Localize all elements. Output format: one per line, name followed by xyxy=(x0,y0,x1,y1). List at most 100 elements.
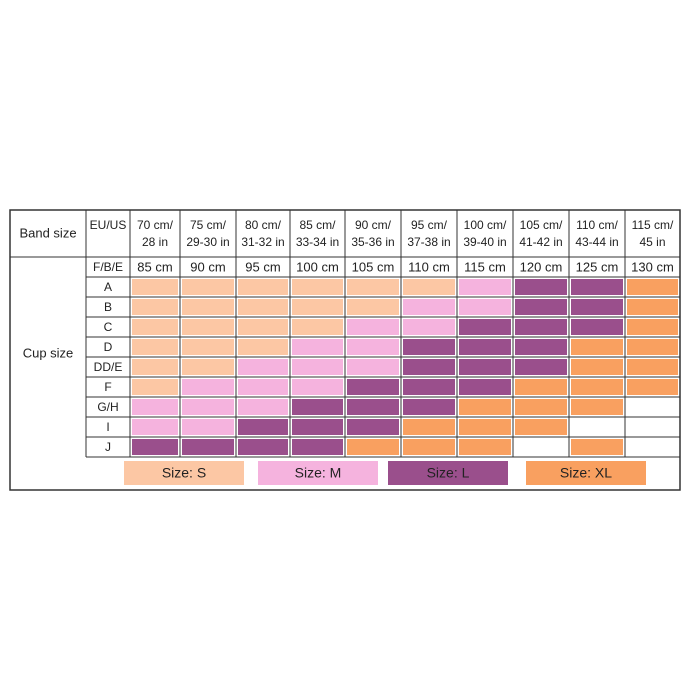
size-cell xyxy=(459,339,511,355)
cup-label: D xyxy=(104,340,113,354)
header: Band size EU/US 70 cm/28 in 75 cm/29-30 in 8… xyxy=(19,218,674,249)
band-col-label: 37-38 in xyxy=(407,235,450,249)
cup-label: C xyxy=(104,320,113,334)
size-cell xyxy=(459,399,511,415)
band-size-label: Band size xyxy=(19,225,76,240)
size-cell xyxy=(238,359,288,375)
size-cell xyxy=(571,419,623,435)
size-cell xyxy=(459,439,511,455)
size-cell xyxy=(515,339,567,355)
band-col-label: 110 cm/ xyxy=(576,218,618,232)
size-cell xyxy=(347,359,399,375)
band-col-label: 105 cm/ xyxy=(520,218,563,232)
fbe-value: 105 cm xyxy=(352,259,395,274)
size-cell xyxy=(347,299,399,315)
band-col-label: 70 cm/ xyxy=(137,218,174,232)
size-cell xyxy=(292,379,343,395)
fbe-value: 130 cm xyxy=(631,259,674,274)
size-cell xyxy=(515,419,567,435)
size-cell xyxy=(238,419,288,435)
size-cell xyxy=(238,439,288,455)
legend-label: Size: L xyxy=(427,465,470,481)
size-cell xyxy=(182,399,234,415)
size-cell xyxy=(403,439,455,455)
grid-cells xyxy=(132,279,678,455)
size-cell xyxy=(627,279,678,295)
size-cell xyxy=(292,279,343,295)
fbe-value: 100 cm xyxy=(296,259,339,274)
size-cell xyxy=(515,359,567,375)
size-cell xyxy=(292,339,343,355)
fbe-value: 115 cm xyxy=(464,259,506,274)
cup-label: DD/E xyxy=(94,360,123,374)
size-cell xyxy=(132,319,178,335)
size-cell xyxy=(515,299,567,315)
size-cell xyxy=(132,379,178,395)
size-cell xyxy=(132,279,178,295)
band-col-label: 85 cm/ xyxy=(299,218,336,232)
size-cell xyxy=(627,439,678,455)
size-cell xyxy=(182,339,234,355)
size-cell xyxy=(292,299,343,315)
fbe-label: F/B/E xyxy=(93,260,123,274)
cup-label: J xyxy=(105,440,111,454)
size-cell xyxy=(292,419,343,435)
size-cell xyxy=(403,319,455,335)
size-cell xyxy=(403,399,455,415)
legend: Size: S Size: M Size: L Size: XL xyxy=(124,461,646,485)
size-cell xyxy=(459,319,511,335)
size-cell xyxy=(132,299,178,315)
cup-label: A xyxy=(104,280,112,294)
fbe-row: F/B/E 85 cm 90 cm 95 cm 100 cm 105 cm 110 cm 11… xyxy=(93,259,674,274)
size-cell xyxy=(459,299,511,315)
size-cell xyxy=(571,299,623,315)
size-cell xyxy=(347,339,399,355)
fbe-value: 85 cm xyxy=(137,259,172,274)
size-cell xyxy=(132,339,178,355)
size-cell xyxy=(571,319,623,335)
size-cell xyxy=(515,379,567,395)
cup-label: B xyxy=(104,300,112,314)
size-cell xyxy=(182,299,234,315)
size-cell xyxy=(627,359,678,375)
legend-label: Size: S xyxy=(162,465,206,481)
size-cell xyxy=(238,299,288,315)
size-cell xyxy=(347,379,399,395)
size-cell xyxy=(459,279,511,295)
fbe-value: 120 cm xyxy=(520,259,563,274)
size-cell xyxy=(515,319,567,335)
size-cell xyxy=(182,379,234,395)
size-cell xyxy=(182,439,234,455)
legend-swatch xyxy=(258,461,378,485)
size-cell xyxy=(182,279,234,295)
size-cell xyxy=(459,419,511,435)
band-col-label: 43-44 in xyxy=(575,235,618,249)
size-cell xyxy=(182,319,234,335)
size-cell xyxy=(571,339,623,355)
band-col-label: 100 cm/ xyxy=(464,218,507,232)
fbe-value: 95 cm xyxy=(245,259,280,274)
size-cell xyxy=(403,379,455,395)
size-cell xyxy=(403,419,455,435)
size-cell xyxy=(132,359,178,375)
size-cell xyxy=(292,359,343,375)
band-col-label: 45 in xyxy=(639,235,665,249)
size-cell xyxy=(627,319,678,335)
cup-label: I xyxy=(106,420,109,434)
eu-us-label: EU/US xyxy=(90,218,127,232)
fbe-value: 125 cm xyxy=(576,259,619,274)
cup-size-label: Cup size xyxy=(23,345,74,360)
fbe-value: 90 cm xyxy=(190,259,225,274)
size-cell xyxy=(132,399,178,415)
legend-swatch xyxy=(124,461,244,485)
cup-label: G/H xyxy=(97,400,118,414)
legend-label: Size: M xyxy=(295,465,342,481)
size-cell xyxy=(459,359,511,375)
size-cell xyxy=(292,439,343,455)
size-cell xyxy=(571,359,623,375)
size-cell xyxy=(627,379,678,395)
size-cell xyxy=(238,399,288,415)
size-cell xyxy=(238,319,288,335)
size-cell xyxy=(459,379,511,395)
